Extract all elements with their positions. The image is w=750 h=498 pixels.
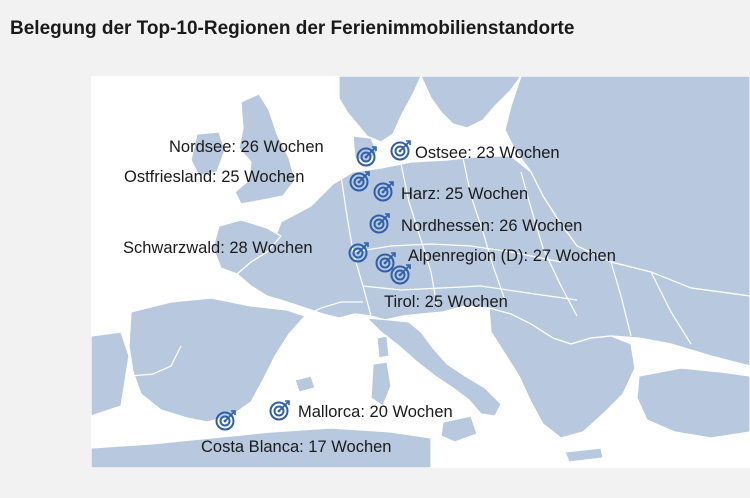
- border-line: [462, 157, 506, 301]
- page-title: Belegung der Top-10-Regionen der Ferieni…: [10, 18, 575, 39]
- target-marker-icon[interactable]: [348, 241, 370, 263]
- target-marker-icon[interactable]: [375, 251, 397, 273]
- sardinia-land: [370, 361, 392, 407]
- border-line: [304, 301, 363, 317]
- region-label-tirol: Tirol: 25 Wochen: [384, 293, 508, 311]
- region-label-nordhessen: Nordhessen: 26 Wochen: [401, 217, 583, 235]
- target-marker-icon[interactable]: [369, 212, 391, 234]
- region-label-costa-blanca: Costa Blanca: 17 Wochen: [201, 438, 392, 456]
- region-label-ostfriesland: Ostfriesland: 25 Wochen: [124, 168, 305, 186]
- sweden-finland-land: [420, 76, 522, 129]
- region-label-mallorca: Mallorca: 20 Wochen: [298, 403, 453, 421]
- great-britain-land: [234, 93, 296, 205]
- ireland-land: [190, 131, 226, 177]
- region-label-schwarzwald: Schwarzwald: 28 Wochen: [123, 239, 313, 257]
- north-africa-land: [91, 427, 432, 468]
- target-marker-icon[interactable]: [269, 399, 291, 421]
- border-line: [650, 271, 692, 345]
- target-marker-icon[interactable]: [390, 263, 412, 285]
- target-marker-icon[interactable]: [349, 170, 371, 192]
- turkey-land: [636, 367, 750, 439]
- sicily-land: [440, 415, 478, 443]
- region-label-alpenregion: Alpenregion (D): 27 Wochen: [408, 247, 616, 265]
- region-label-harz: Harz: 25 Wochen: [401, 185, 529, 203]
- target-marker-icon[interactable]: [215, 409, 237, 431]
- region-label-ostsee: Ostsee: 23 Wochen: [415, 144, 560, 162]
- iberia-land: [128, 297, 306, 423]
- border-line: [520, 171, 578, 317]
- france-brittany-land: [212, 219, 282, 275]
- corsica-land: [376, 335, 390, 359]
- border-line: [400, 163, 438, 307]
- region-label-nordsee: Nordsee: 26 Wochen: [169, 138, 324, 156]
- balkans-land: [488, 307, 636, 439]
- scandinavia-land: [338, 76, 422, 143]
- border-line: [352, 243, 562, 263]
- europe-map: Nordsee: 26 Wochen Ostsee: 23 Wochen Ost…: [91, 76, 750, 468]
- target-marker-icon[interactable]: [356, 145, 378, 167]
- mallorca-land: [294, 375, 316, 393]
- target-marker-icon[interactable]: [390, 139, 412, 161]
- europe-map-shapes: [91, 76, 750, 468]
- border-line: [130, 345, 182, 377]
- target-marker-icon[interactable]: [373, 180, 395, 202]
- border-line: [610, 261, 632, 337]
- italy-land: [366, 317, 502, 417]
- crete-land: [564, 447, 604, 463]
- border-line: [362, 285, 578, 301]
- west-edge-land: [91, 331, 130, 417]
